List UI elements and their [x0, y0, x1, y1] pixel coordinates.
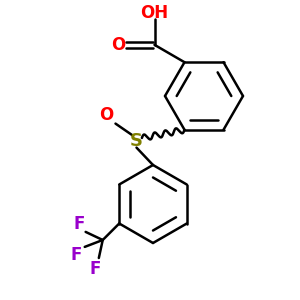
Text: F: F — [71, 246, 82, 264]
Text: S: S — [130, 132, 143, 150]
Text: O: O — [99, 106, 114, 124]
Text: F: F — [73, 215, 84, 233]
Text: F: F — [89, 260, 101, 278]
Text: O: O — [111, 36, 125, 54]
Text: OH: OH — [140, 4, 169, 22]
